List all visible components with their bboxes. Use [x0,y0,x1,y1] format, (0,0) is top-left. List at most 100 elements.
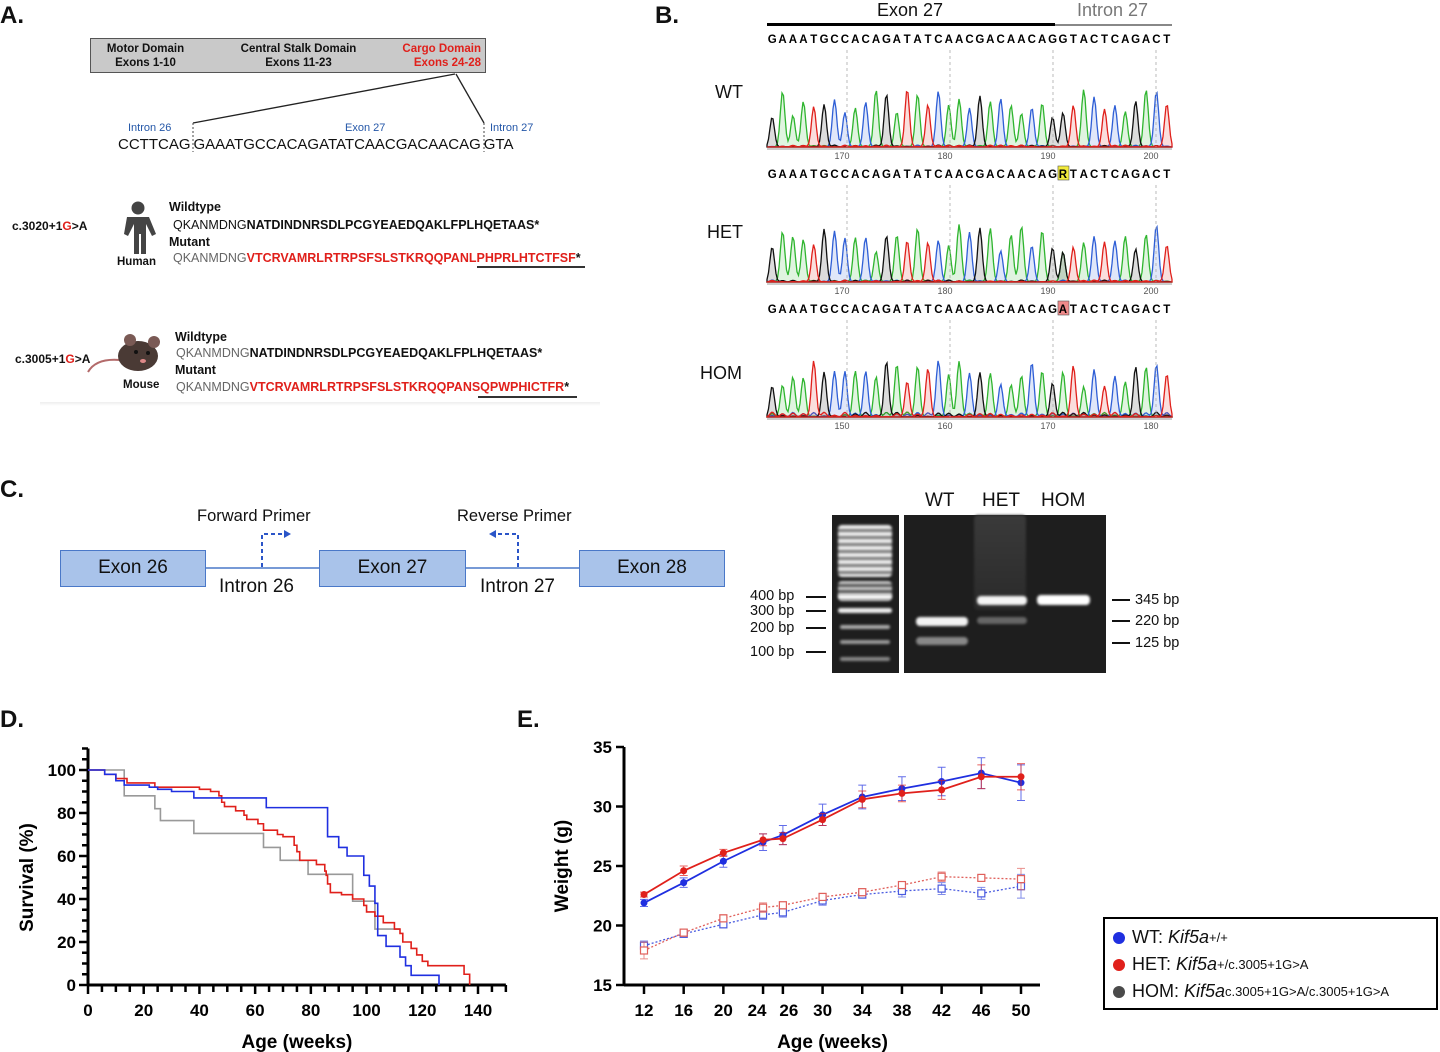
base-call: A [1080,34,1088,46]
base-call: G [1131,34,1140,46]
x-tick-label: 30 [813,1001,832,1020]
x-tick-label: 46 [972,1001,991,1020]
x-axis-title: Age (weeks) [777,1032,888,1052]
base-call: A [945,304,953,316]
data-point [937,872,946,881]
base-call: C [934,169,942,181]
variant-suffix: >A [71,219,88,233]
base-call: T [810,304,817,316]
base-call: A [913,169,921,181]
base-call: C [965,304,973,316]
x-tick-label: 140 [464,1001,492,1020]
legend-allele: +/+ [1209,930,1228,945]
legend-allele: +/c.3005+1G>A [1217,957,1309,972]
base-call: A [789,304,797,316]
legend-hom: HOM: Kif5a c.3005+1G>A/c.3005+1G>A [1113,981,1389,1002]
base-call: C [934,304,942,316]
base-call: G [975,34,984,46]
base-call: A [1059,304,1067,316]
y-tick-label: 0 [67,976,76,995]
data-point [640,899,648,907]
variant-prefix: c.3005+1 [15,352,66,366]
base-call: A [1017,304,1025,316]
base-call: A [789,169,797,181]
y-axis-title: Survival (%) [17,823,38,932]
position-tick: 200 [1143,151,1158,161]
mouse-label: Mouse [123,379,160,391]
weight-line-HET [643,876,1022,952]
x-axis-title: Age (weeks) [241,1032,352,1052]
base-call: A [945,169,953,181]
x-tick-label: 80 [301,1001,320,1020]
base-call: C [841,169,849,181]
base-call: A [872,304,880,316]
base-call: A [778,34,786,46]
base-call: T [1163,304,1170,316]
wt-dot-icon [1113,931,1125,944]
intron27-seq: GTA [483,136,514,153]
stop: * [575,251,581,265]
base-call: T [924,169,931,181]
sample-gel [904,515,1106,673]
position-tick: 170 [1040,421,1055,431]
position-tick: 180 [937,151,952,161]
base-call: G [1048,304,1057,316]
legend-allele: c.3005+1G>A/c.3005+1G>A [1225,984,1390,999]
base-call: C [996,169,1004,181]
position-tick: 170 [834,151,849,161]
cargo-domain: Cargo Domain Exons 24-28 [401,42,481,70]
human-wildtype-label: Wildtype [169,200,221,214]
base-call: A [986,34,994,46]
base-call: C [861,304,869,316]
human-underline [477,266,585,268]
base-call: A [789,34,797,46]
base-call: G [1131,169,1140,181]
base-call: A [1017,169,1025,181]
x-tick-label: 34 [853,1001,872,1020]
het-dot-icon [1113,958,1125,971]
data-point [977,873,986,882]
x-tick-label: 60 [246,1001,265,1020]
base-call: A [1121,169,1129,181]
mouse-underline [478,396,577,398]
band-wt-220 [916,617,968,626]
mouse-mutant-label: Mutant [175,363,216,377]
wt-trace-label: WT [715,82,743,102]
base-call: A [955,34,963,46]
human-icon [124,201,156,254]
panel-c-label: C. [0,476,24,503]
base-call: T [1101,169,1108,181]
base-call: T [810,34,817,46]
base-call: A [986,169,994,181]
band-hom-345 [1037,595,1090,605]
base-call: A [1038,34,1046,46]
base-call: G [768,169,777,181]
data-point [937,884,946,893]
y-tick-label: 20 [593,917,612,936]
data-point [719,914,728,923]
human-label: Human [117,256,156,268]
data-point [680,867,688,875]
domain-exons: Exons 24-28 [413,57,481,69]
base-call: C [830,34,838,46]
base-call: A [1142,169,1150,181]
x-tick-label: 20 [714,1001,733,1020]
base-call: C [1111,304,1119,316]
stop: * [564,380,570,394]
trace-T [767,90,1173,148]
base-call: C [996,34,1004,46]
data-point [778,901,787,910]
base-call: T [924,304,931,316]
exon27-header: Exon 27 [877,0,944,20]
base-call: A [945,34,953,46]
base-call: A [1038,169,1046,181]
base-call: G [768,304,777,316]
trace-T [766,360,1173,418]
ladder-100: 100 bp [750,644,795,660]
human-variant: c.3020+1G>A [12,219,87,233]
base-call: A [1007,169,1015,181]
y-tick-label: 60 [57,847,76,866]
x-tick-label: 42 [932,1001,951,1020]
base-call: T [1163,169,1170,181]
